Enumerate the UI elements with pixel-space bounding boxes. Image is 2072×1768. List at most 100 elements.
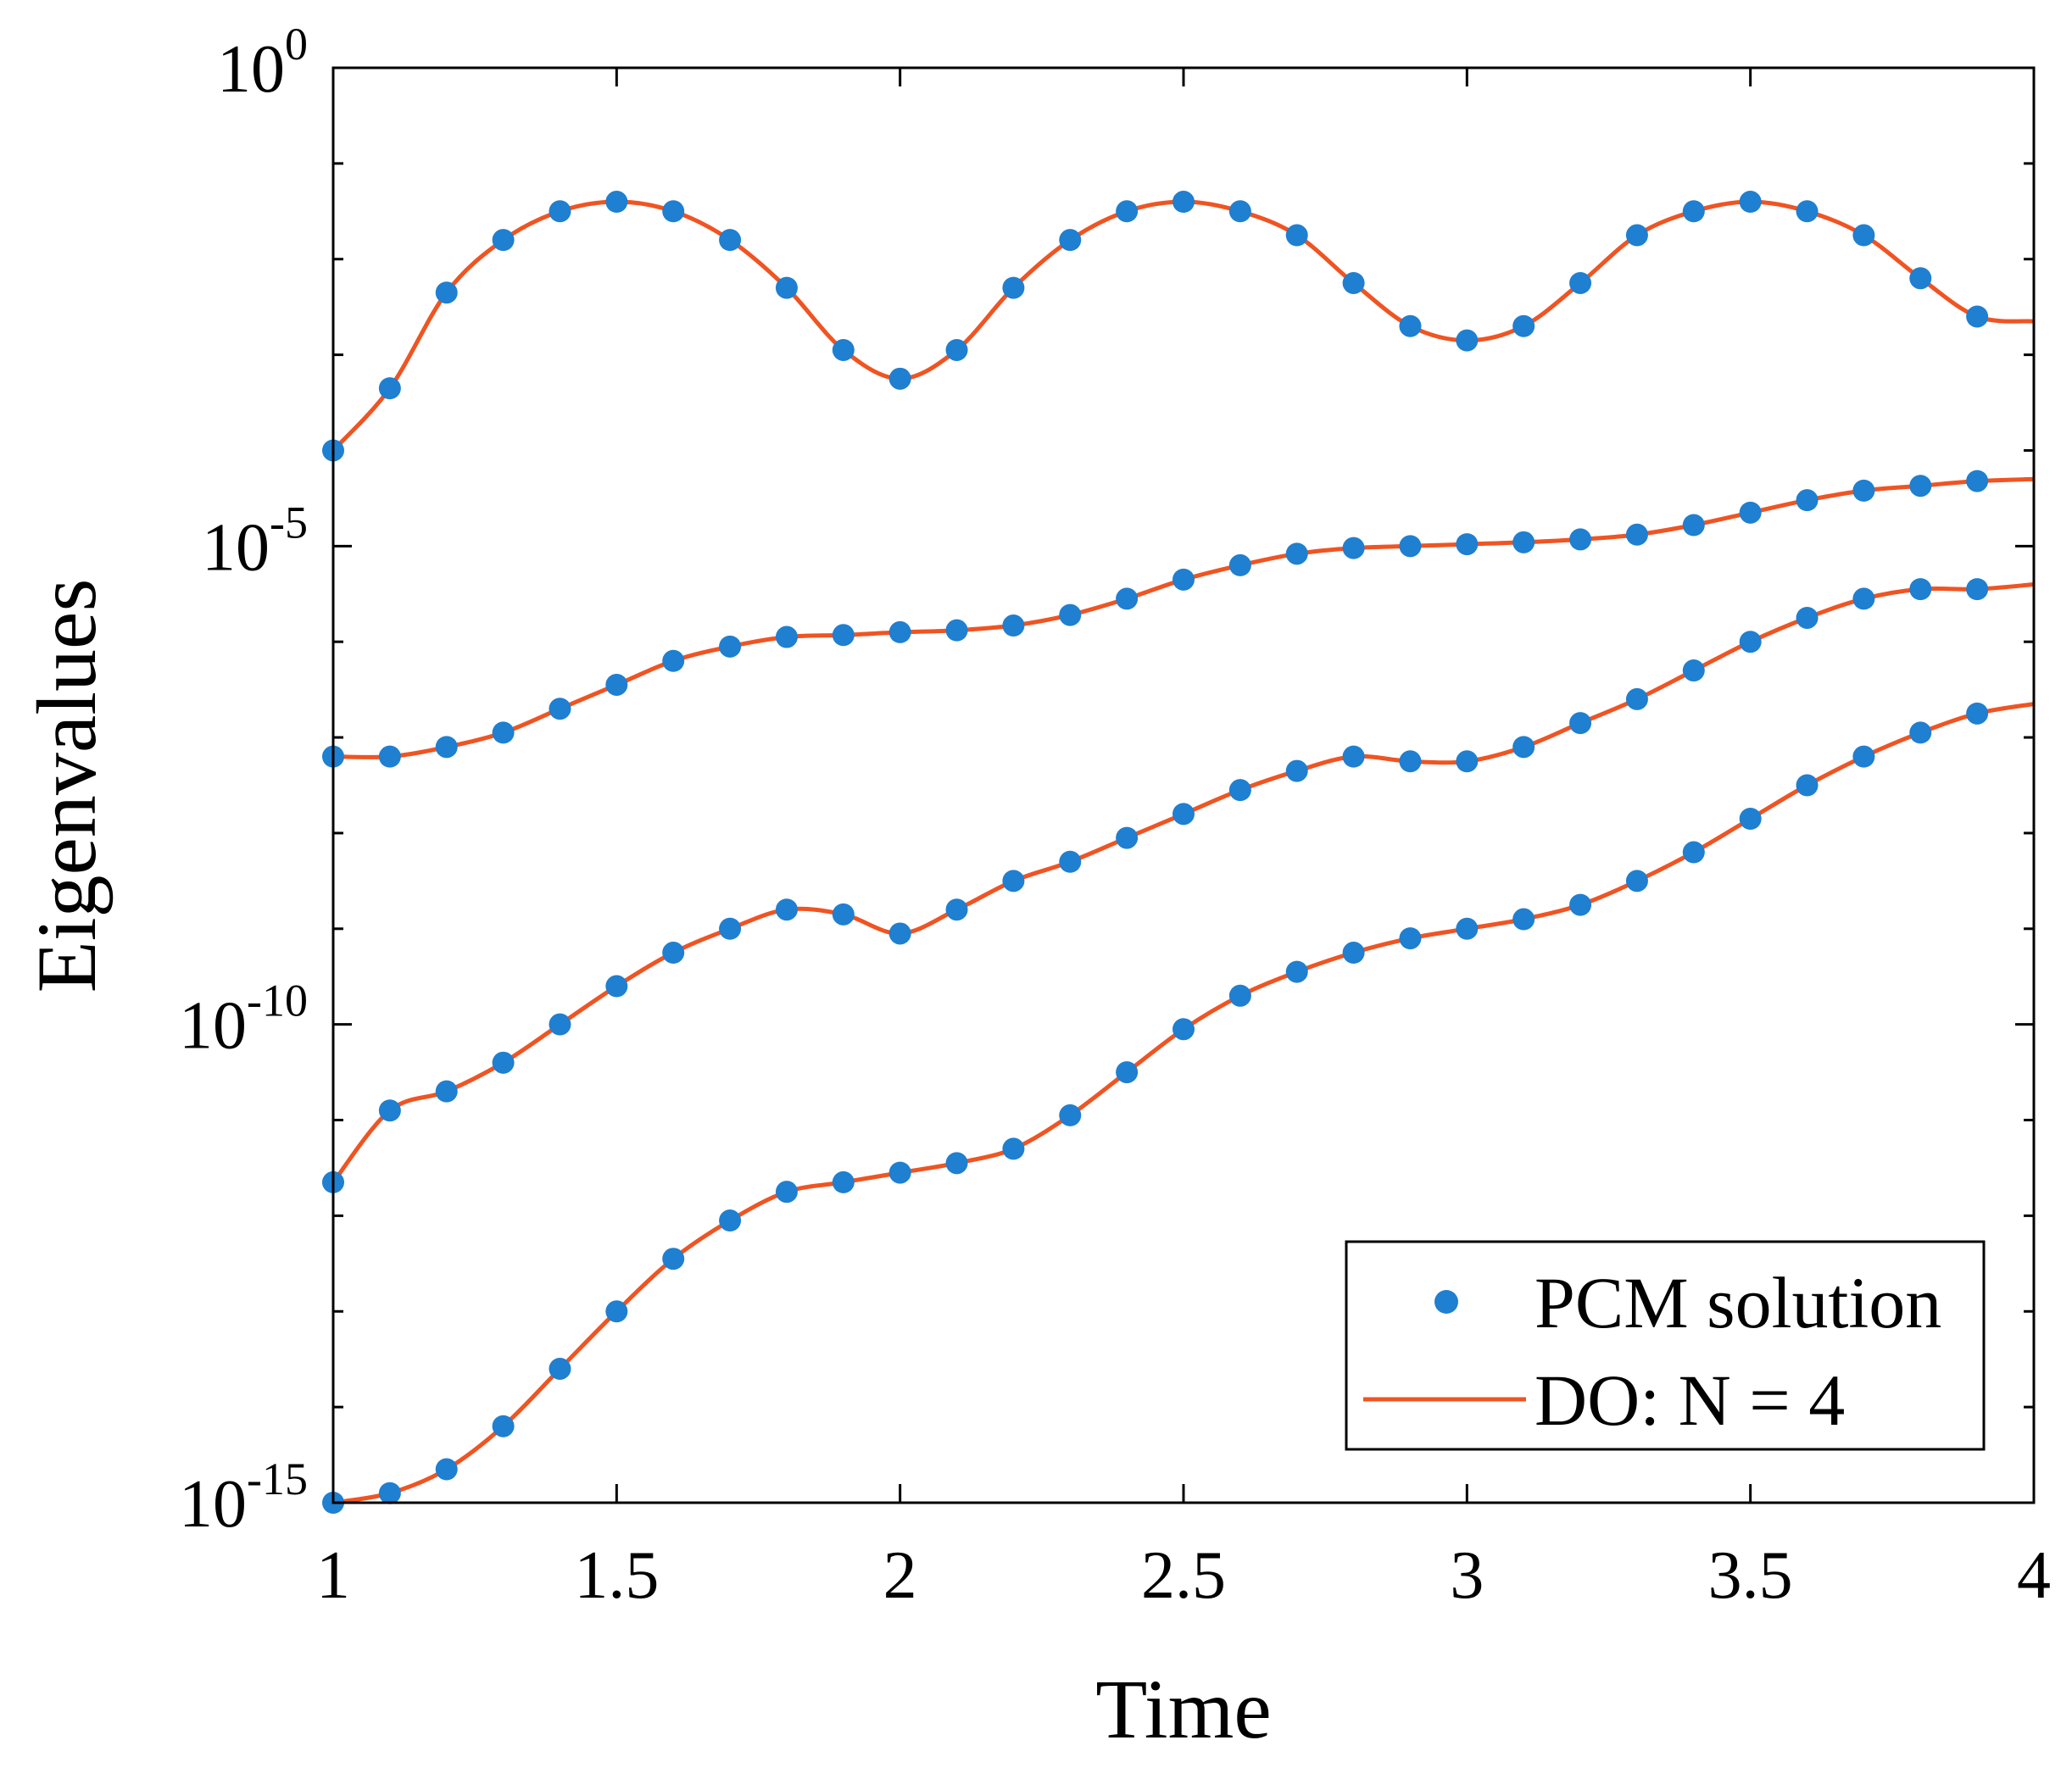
y-axis-label: Eigenvalues xyxy=(19,579,114,993)
y-tick-labels: 100 10-5 10-10 10-15 xyxy=(179,19,308,1542)
pcm-point-s2-26 xyxy=(1796,489,1819,512)
pcm-point-s3-27 xyxy=(1852,587,1875,610)
pcm-point-s4-9 xyxy=(832,1170,855,1193)
pcm-point-s1-24 xyxy=(1682,200,1705,223)
pcm-point-s2-5 xyxy=(605,673,628,696)
pcm-point-s4-15 xyxy=(1172,1018,1195,1041)
pcm-point-s3-7 xyxy=(719,917,742,940)
pcm-point-s1-12 xyxy=(1002,276,1025,299)
pcm-point-s4-19 xyxy=(1399,927,1422,950)
x-axis-label: Time xyxy=(1095,1662,1272,1756)
pcm-point-s2-15 xyxy=(1172,568,1195,591)
pcm-point-s2-6 xyxy=(662,649,685,672)
pcm-point-s4-18 xyxy=(1342,942,1365,965)
pcm-point-s4-26 xyxy=(1796,774,1819,797)
legend-box xyxy=(1345,1240,1986,1451)
pcm-point-s2-16 xyxy=(1228,553,1251,576)
pcm-point-s2-22 xyxy=(1569,528,1592,551)
pcm-point-s2-24 xyxy=(1682,514,1705,537)
pcm-point-s3-19 xyxy=(1399,750,1422,773)
pcm-point-s1-6 xyxy=(662,200,685,223)
pcm-point-s3-12 xyxy=(1002,870,1025,892)
legend: PCM solution DO: N = 4 xyxy=(1345,1240,1986,1451)
pcm-point-s3-13 xyxy=(1059,850,1082,873)
pcm-point-s1-9 xyxy=(832,338,855,361)
pcm-point-s3-1 xyxy=(378,1099,401,1122)
pcm-point-s4-13 xyxy=(1059,1104,1082,1126)
pcm-point-s2-28 xyxy=(1909,475,1932,498)
pcm-point-s2-23 xyxy=(1625,523,1648,546)
pcm-point-s2-1 xyxy=(378,745,401,768)
pcm-point-s1-18 xyxy=(1342,271,1365,294)
pcm-point-s2-12 xyxy=(1002,614,1025,637)
pcm-point-s4-6 xyxy=(662,1248,685,1270)
pcm-point-s3-9 xyxy=(832,903,855,926)
pcm-point-s3-11 xyxy=(945,898,968,921)
pcm-point-s3-29 xyxy=(1966,578,1989,601)
y-tick-label-0: 100 xyxy=(217,19,308,107)
pcm-point-s4-8 xyxy=(775,1181,798,1204)
pcm-point-s1-8 xyxy=(775,276,798,299)
pcm-point-s1-16 xyxy=(1228,200,1251,223)
pcm-point-s4-10 xyxy=(888,1161,911,1184)
pcm-point-s2-11 xyxy=(945,619,968,642)
pcm-point-s3-24 xyxy=(1682,659,1705,682)
x-tick-label-3: 2.5 xyxy=(1141,1538,1226,1613)
pcm-point-s2-10 xyxy=(888,620,911,643)
pcm-point-s3-15 xyxy=(1172,803,1195,826)
pcm-point-s4-1 xyxy=(378,1482,401,1504)
pcm-point-s3-21 xyxy=(1512,736,1535,759)
pcm-point-s3-2 xyxy=(435,1080,458,1103)
pcm-point-s1-20 xyxy=(1456,329,1479,352)
pcm-point-s2-3 xyxy=(492,721,515,744)
pcm-point-s1-7 xyxy=(719,229,742,252)
pcm-point-s4-27 xyxy=(1852,745,1875,768)
pcm-point-s1-28 xyxy=(1909,267,1932,290)
pcm-point-s3-3 xyxy=(492,1051,515,1074)
pcm-point-s1-21 xyxy=(1512,314,1535,337)
pcm-point-s3-14 xyxy=(1116,826,1139,849)
plot-frame xyxy=(331,66,2036,1504)
pcm-point-s3-20 xyxy=(1456,750,1479,773)
pcm-point-s2-2 xyxy=(435,736,458,759)
pcm-point-s4-4 xyxy=(549,1357,571,1380)
pcm-point-s4-22 xyxy=(1569,893,1592,916)
pcm-point-s4-7 xyxy=(719,1209,742,1232)
pcm-point-s4-28 xyxy=(1909,721,1932,744)
pcm-point-s1-26 xyxy=(1796,200,1819,223)
legend-pcm-label: PCM solution xyxy=(1535,1262,1941,1343)
pcm-point-s1-13 xyxy=(1059,229,1082,252)
x-tick-labels: 1 1.5 2 2.5 3 3.5 4 xyxy=(316,1538,2051,1613)
pcm-point-s3-25 xyxy=(1739,631,1762,653)
pcm-point-s3-28 xyxy=(1909,578,1932,601)
pcm-point-s1-4 xyxy=(549,200,571,223)
pcm-point-s2-7 xyxy=(719,635,742,658)
pcm-point-s2-27 xyxy=(1852,479,1875,502)
pcm-point-s1-25 xyxy=(1739,191,1762,214)
pcm-point-s4-11 xyxy=(945,1152,968,1175)
pcm-point-s2-17 xyxy=(1285,542,1308,565)
pcm-point-s3-17 xyxy=(1285,759,1308,782)
pcm-point-s4-12 xyxy=(1002,1137,1025,1160)
pcm-point-s4-14 xyxy=(1116,1061,1139,1084)
y-tick-label-1: 10-5 xyxy=(202,497,308,585)
pcm-point-s4-17 xyxy=(1285,960,1308,983)
pcm-point-s1-15 xyxy=(1172,191,1195,214)
pcm-point-s4-16 xyxy=(1228,984,1251,1007)
pcm-point-s4-24 xyxy=(1682,841,1705,864)
y-tick-label-2: 10-10 xyxy=(179,976,308,1064)
pcm-point-s3-5 xyxy=(605,975,628,998)
pcm-point-s1-17 xyxy=(1285,224,1308,247)
x-tick-label-4: 3 xyxy=(1450,1538,1484,1613)
pcm-point-s2-20 xyxy=(1456,533,1479,556)
pcm-dots xyxy=(322,191,1989,1514)
pcm-point-s1-5 xyxy=(605,191,628,214)
pcm-point-s3-4 xyxy=(549,1013,571,1036)
pcm-point-s2-19 xyxy=(1399,535,1422,558)
pcm-point-s4-20 xyxy=(1456,917,1479,940)
pcm-point-s1-19 xyxy=(1399,314,1422,337)
pcm-point-s1-3 xyxy=(492,229,515,252)
x-tick-label-0: 1 xyxy=(316,1538,350,1613)
pcm-point-s2-18 xyxy=(1342,537,1365,559)
x-tick-label-5: 3.5 xyxy=(1708,1538,1793,1613)
